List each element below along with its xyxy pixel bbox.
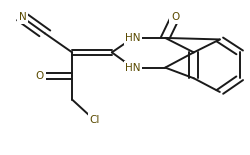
Text: HN: HN — [125, 33, 140, 43]
Text: O: O — [170, 12, 178, 22]
Text: O: O — [36, 71, 44, 81]
Text: HN: HN — [125, 63, 140, 73]
Text: Cl: Cl — [89, 115, 99, 125]
Text: N: N — [18, 12, 26, 22]
